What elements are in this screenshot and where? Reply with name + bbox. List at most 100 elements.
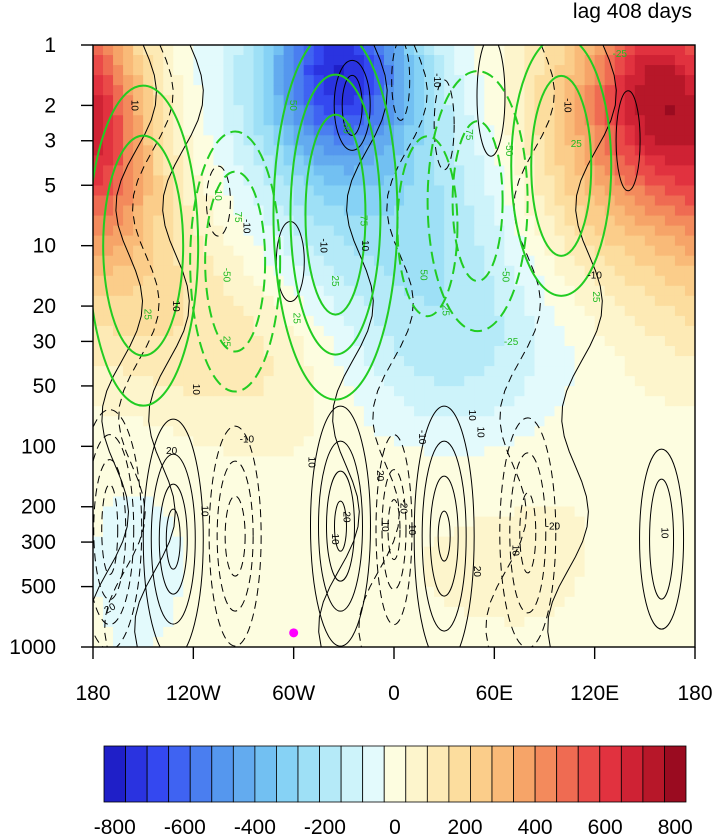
heat-cell: [654, 566, 666, 578]
heat-cell: [494, 636, 505, 647]
heat-cell: [303, 205, 315, 217]
green-contour-label: 25: [329, 275, 340, 287]
heat-cell: [143, 346, 154, 357]
heat-cell: [333, 315, 345, 327]
heat-cell: [624, 195, 636, 207]
heat-cell: [654, 275, 666, 287]
heat-cell: [594, 446, 606, 457]
heat-cell: [113, 145, 124, 156]
heat-cell: [574, 586, 586, 598]
heat-cell: [514, 386, 526, 397]
heat-cell: [123, 205, 134, 217]
heat-cell: [474, 366, 485, 377]
heat-cell: [373, 386, 385, 397]
heat-cell: [313, 476, 325, 488]
heat-cell: [363, 285, 375, 297]
heat-cell: [564, 205, 576, 217]
heat-cell: [674, 115, 686, 126]
heat-cell: [414, 55, 425, 66]
heat-cell: [604, 255, 616, 267]
heat-cell: [213, 65, 225, 76]
y-tick-label: 500: [21, 576, 56, 599]
heat-cell: [594, 596, 606, 608]
heat-cell: [644, 115, 656, 126]
heat-cell: [464, 145, 475, 156]
heat-cell: [674, 155, 686, 166]
heat-cell: [684, 626, 695, 638]
heat-cell: [263, 426, 275, 437]
heat-cell: [604, 536, 616, 548]
heat-cell: [133, 185, 144, 197]
heat-cell: [394, 586, 405, 598]
heat-cell: [123, 65, 134, 76]
heat-cell: [153, 476, 164, 488]
heat-cell: [644, 356, 656, 367]
heat-cell: [464, 245, 475, 257]
heat-cell: [283, 436, 295, 447]
heat-cell: [223, 155, 235, 166]
heat-cell: [293, 346, 305, 357]
heat-cell: [133, 556, 144, 568]
heat-cell: [544, 125, 556, 136]
heat-cell: [504, 335, 515, 347]
heat-cell: [564, 516, 576, 528]
heat-cell: [514, 396, 526, 407]
heat-cell: [383, 55, 395, 66]
heat-cell: [113, 255, 124, 267]
heat-cell: [414, 446, 425, 457]
heat-cell: [664, 245, 676, 257]
heat-cell: [574, 165, 586, 177]
heat-cell: [323, 506, 335, 518]
heat-cell: [273, 215, 285, 227]
heat-cell: [283, 135, 295, 146]
heat-cell: [243, 546, 255, 558]
heat-cell: [313, 195, 325, 207]
heat-cell: [494, 265, 505, 277]
heat-cell: [373, 586, 385, 598]
heat-cell: [363, 466, 375, 478]
heat-cell: [143, 366, 154, 377]
heat-cell: [383, 466, 395, 478]
heat-cell: [123, 285, 134, 297]
heat-cell: [263, 636, 275, 647]
heat-cell: [554, 586, 566, 598]
heat-cell: [173, 566, 184, 578]
heat-cell: [333, 516, 345, 528]
heat-cell: [614, 346, 626, 357]
heat-cell: [544, 295, 556, 307]
heat-cell: [353, 586, 365, 598]
heat-cell: [273, 456, 285, 467]
heat-cell: [444, 366, 455, 377]
heat-cell: [564, 155, 576, 166]
heat-cell: [404, 85, 415, 96]
heat-cell: [444, 95, 455, 106]
heat-cell: [504, 185, 515, 197]
heat-cell: [564, 436, 576, 447]
heat-cell: [213, 235, 225, 247]
heat-cell: [353, 606, 365, 618]
heat-cell: [323, 466, 335, 478]
heat-cell: [534, 396, 546, 407]
heat-cell: [634, 426, 646, 437]
contour-label: 10: [190, 384, 201, 396]
heat-cell: [133, 496, 144, 508]
heat-cell: [133, 55, 144, 66]
heat-cell: [484, 366, 495, 377]
location-marker: [289, 628, 299, 638]
heat-cell: [524, 155, 536, 166]
heat-cell: [614, 245, 626, 257]
heat-cell: [414, 466, 425, 478]
heat-cell: [474, 356, 485, 367]
heat-cell: [534, 75, 546, 86]
heat-cell: [293, 45, 305, 56]
heat-cell: [213, 225, 225, 237]
heat-cell: [504, 436, 515, 447]
heat-cell: [644, 305, 656, 317]
heat-cell: [484, 305, 495, 317]
heat-cell: [444, 135, 455, 146]
heat-cell: [183, 396, 194, 407]
heat-cell: [363, 616, 375, 628]
heat-cell: [223, 335, 235, 347]
heat-cell: [684, 65, 695, 76]
heat-cell: [624, 165, 636, 177]
